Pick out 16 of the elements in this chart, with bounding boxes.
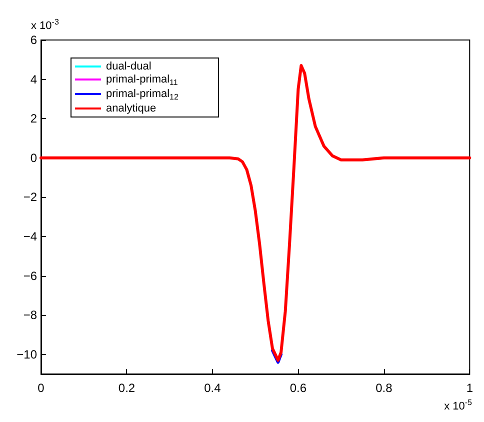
x-tick-label: 0.6 xyxy=(290,381,307,395)
x-tick-label: 0.4 xyxy=(204,381,222,395)
legend-label: dual-dual xyxy=(106,60,152,72)
y-tick-label: 6 xyxy=(30,33,38,47)
x-tick-label: 0.2 xyxy=(118,381,136,395)
y-tick-label: −8 xyxy=(23,308,38,322)
x-tick-label: 0.8 xyxy=(376,381,393,395)
y-tick-label: −6 xyxy=(23,268,38,283)
y-tick-label: 0 xyxy=(30,150,38,165)
y-tick-label: 2 xyxy=(30,112,38,126)
y-tick-label: −2 xyxy=(23,190,38,204)
y-tick-label: 4 xyxy=(30,72,38,86)
x-tick-label: 1 xyxy=(466,381,474,395)
y-tick-label: −4 xyxy=(23,229,38,244)
y-tick-label: −10 xyxy=(16,347,38,362)
legend-label: analytique xyxy=(106,102,156,114)
